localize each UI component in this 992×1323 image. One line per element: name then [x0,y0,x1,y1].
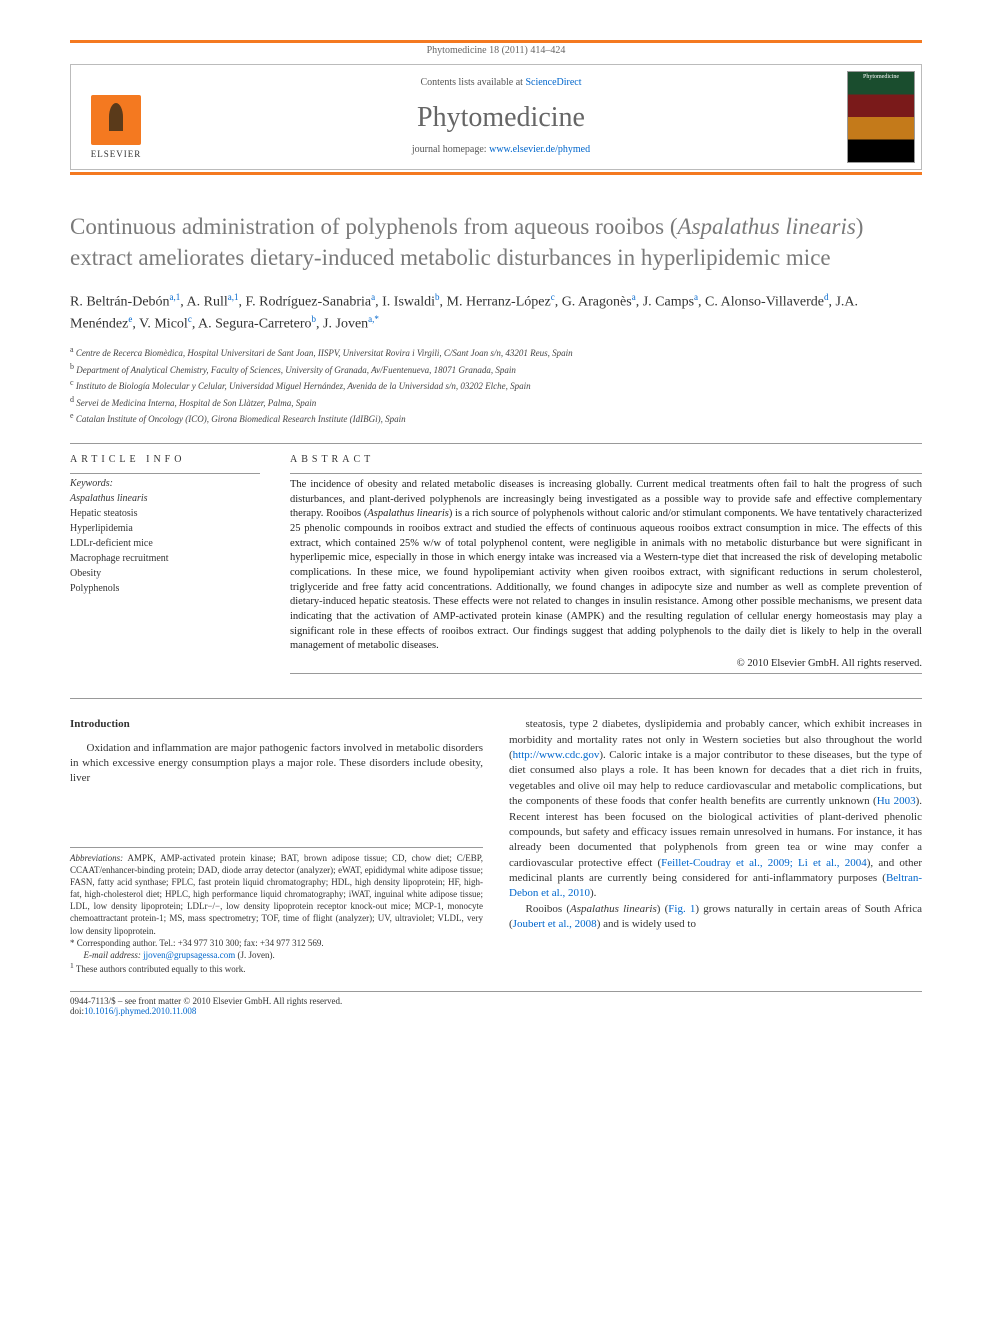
body-col-right: steatosis, type 2 diabetes, dyslipidemia… [509,717,922,975]
keyword-item: Polyphenols [70,581,260,596]
body-col-left: Introduction Oxidation and inflammation … [70,717,483,975]
journal-name: Phytomedicine [171,102,831,134]
article-title: Continuous administration of polyphenols… [70,211,922,273]
keyword-item: LDLr-deficient mice [70,536,260,551]
doi-prefix: doi: [70,1006,84,1016]
journal-cover-thumb [841,65,921,169]
rule-below-info [70,698,922,699]
footnotes-block: Abbreviations: AMPK, AMP-activated prote… [70,847,483,975]
cite-hu-2003[interactable]: Hu 2003 [877,795,916,807]
cite-feillet-2009[interactable]: Feillet-Coudray et al., 2009; Li et al.,… [661,857,867,869]
email-person: (J. Joven). [235,950,275,960]
journal-header: ELSEVIER Contents lists available at Sci… [70,64,922,170]
keyword-item: Obesity [70,566,260,581]
doi-line: doi:10.1016/j.phymed.2010.11.008 [70,1006,922,1016]
cite-joubert-2008[interactable]: Joubert et al., 2008 [513,918,597,930]
cover-image-icon [847,71,915,163]
note1-text: These authors contributed equally to thi… [74,964,246,974]
contents-prefix: Contents lists available at [420,77,525,88]
rule-above-info [70,443,922,444]
homepage-prefix: journal homepage: [412,144,489,155]
rule-info-1 [70,473,260,474]
intro-paragraph-3: Rooibos (Aspalathus linearis) (Fig. 1) g… [509,902,922,933]
contents-line: Contents lists available at ScienceDirec… [171,77,831,88]
header-rule-bottom [70,172,922,175]
header-center: Contents lists available at ScienceDirec… [161,65,841,169]
header-citation: Phytomedicine 18 (2011) 414–424 [70,45,922,56]
article-info-label: ARTICLE INFO [70,454,260,465]
keyword-item: Aspalathus linearis [70,491,260,506]
publisher-name: ELSEVIER [91,149,142,159]
abstract-label: ABSTRACT [290,454,922,465]
keywords-list: Aspalathus linearisHepatic steatosisHype… [70,491,260,596]
abbreviations-note: Abbreviations: AMPK, AMP-activated prote… [70,852,483,937]
email-line: E-mail address: jjoven@grupsagessa.com (… [70,949,483,961]
intro-paragraph-1: Oxidation and inflammation are major pat… [70,741,483,787]
article-info-col: ARTICLE INFO Keywords: Aspalathus linear… [70,448,260,678]
issn-line: 0944-7113/$ – see front matter © 2010 El… [70,996,922,1006]
keywords-label: Keywords: [70,478,260,489]
homepage-line: journal homepage: www.elsevier.de/phymed [171,144,831,155]
keyword-item: Hyperlipidemia [70,521,260,536]
link-fig1[interactable]: Fig. 1 [668,903,695,915]
keyword-item: Macrophage recruitment [70,551,260,566]
cite-beltran-2010[interactable]: Beltran-Debon et al., 2010 [509,872,922,899]
body-columns: Introduction Oxidation and inflammation … [70,717,922,975]
email-label: E-mail address: [84,950,141,960]
link-doi[interactable]: 10.1016/j.phymed.2010.11.008 [84,1006,196,1016]
link-corr-email[interactable]: jjoven@grupsagessa.com [143,950,235,960]
link-journal-homepage[interactable]: www.elsevier.de/phymed [489,144,590,155]
elsevier-tree-icon [91,95,141,145]
abstract-col: ABSTRACT The incidence of obesity and re… [290,448,922,678]
abstract-text: The incidence of obesity and related met… [290,478,922,654]
rule-abstract-2 [290,673,922,674]
corresponding-author-note: * Corresponding author. Tel.: +34 977 31… [70,937,483,949]
corr-text: Corresponding author. Tel.: +34 977 310 … [75,938,324,948]
link-sciencedirect[interactable]: ScienceDirect [525,77,581,88]
header-rule-top [70,40,922,43]
publisher-logo-block: ELSEVIER [71,65,161,169]
affiliation-line: a Centre de Recerca Biomèdica, Hospital … [70,344,922,361]
intro-heading: Introduction [70,717,483,732]
equal-contribution-note: 1 These authors contributed equally to t… [70,961,483,975]
intro-paragraph-2: steatosis, type 2 diabetes, dyslipidemia… [509,717,922,902]
authors-line: R. Beltrán-Debóna,1, A. Rulla,1, F. Rodr… [70,291,922,334]
abbrev-text: AMPK, AMP-activated protein kinase; BAT,… [70,853,483,936]
affiliation-line: d Servei de Medicina Interna, Hospital d… [70,394,922,411]
affiliation-line: b Department of Analytical Chemistry, Fa… [70,361,922,378]
abstract-copyright: © 2010 Elsevier GmbH. All rights reserve… [290,658,922,669]
keyword-item: Hepatic steatosis [70,506,260,521]
affiliation-line: c Instituto de Biología Molecular y Celu… [70,377,922,394]
affiliation-line: e Catalan Institute of Oncology (ICO), G… [70,410,922,427]
affiliations-block: a Centre de Recerca Biomèdica, Hospital … [70,344,922,427]
rule-abstract-1 [290,473,922,474]
info-abstract-row: ARTICLE INFO Keywords: Aspalathus linear… [70,448,922,678]
bottom-bar: 0944-7113/$ – see front matter © 2010 El… [70,991,922,1016]
link-cdc[interactable]: http://www.cdc.gov [513,749,600,761]
abbrev-label: Abbreviations: [70,853,123,863]
